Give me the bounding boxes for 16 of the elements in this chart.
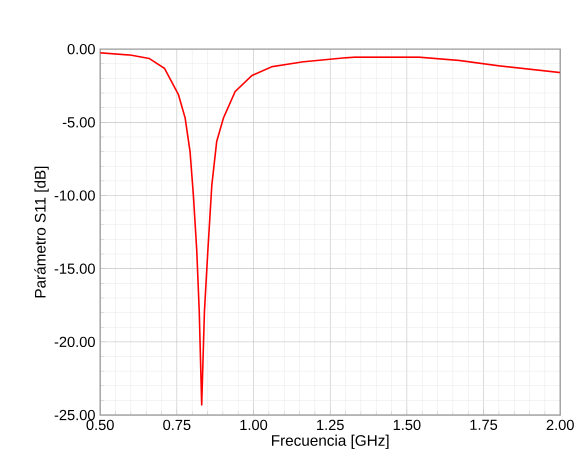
x-tick-label: 1.50 <box>394 420 420 430</box>
y-axis-title: Parámetro S11 [dB] <box>34 166 49 298</box>
y-tick-label: -5.00 <box>62 116 95 128</box>
x-tick-label: 2.00 <box>546 420 574 430</box>
y-tick-label: -25.00 <box>54 410 95 420</box>
x-axis-title: Frecuencia [GHz] <box>272 434 389 449</box>
y-tick-label: -10.00 <box>54 190 95 201</box>
x-tick-label: 1.00 <box>240 420 268 430</box>
x-tick-label: 0.50 <box>86 420 114 430</box>
x-tick-label: 1.25 <box>317 420 344 430</box>
y-tick-label: -20.00 <box>54 336 95 347</box>
y-tick-label: 0.00 <box>68 44 95 54</box>
x-tick-label: 0.75 <box>163 420 190 430</box>
y-tick-label: -15.00 <box>54 263 95 274</box>
x-tick-label: 1.75 <box>470 420 498 430</box>
line-series <box>100 52 560 406</box>
